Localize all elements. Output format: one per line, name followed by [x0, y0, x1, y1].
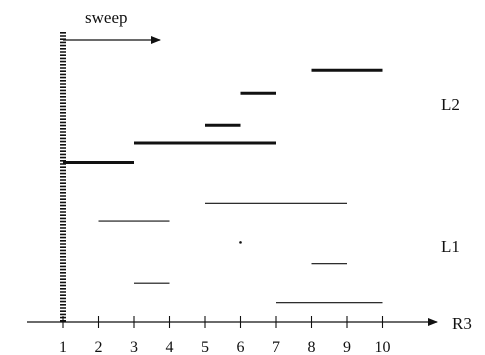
x-tick-label: 6 — [237, 339, 245, 355]
sweep-label: sweep — [85, 8, 127, 27]
x-tick-label: 8 — [308, 339, 316, 355]
segment-group-L2 — [63, 68, 383, 164]
group-label-L2: L2 — [441, 95, 460, 114]
group-label-L1: L1 — [441, 237, 460, 256]
x-tick-label: 5 — [201, 339, 209, 355]
x-axis-ticks: 1 2 3 4 5 6 7 8 9 10 — [59, 316, 391, 355]
x-tick-label: 9 — [343, 339, 351, 355]
x-tick-label: 10 — [375, 339, 391, 355]
x-tick-label: 1 — [59, 339, 67, 355]
point-L1 — [239, 241, 242, 244]
x-tick-label: 7 — [272, 339, 280, 355]
x-tick-label: 4 — [166, 339, 174, 355]
x-tick-label: 2 — [95, 339, 103, 355]
axis-label-R3: R3 — [452, 314, 472, 333]
segment-group-L1 — [98, 202, 383, 304]
x-tick-label: 3 — [130, 339, 138, 355]
